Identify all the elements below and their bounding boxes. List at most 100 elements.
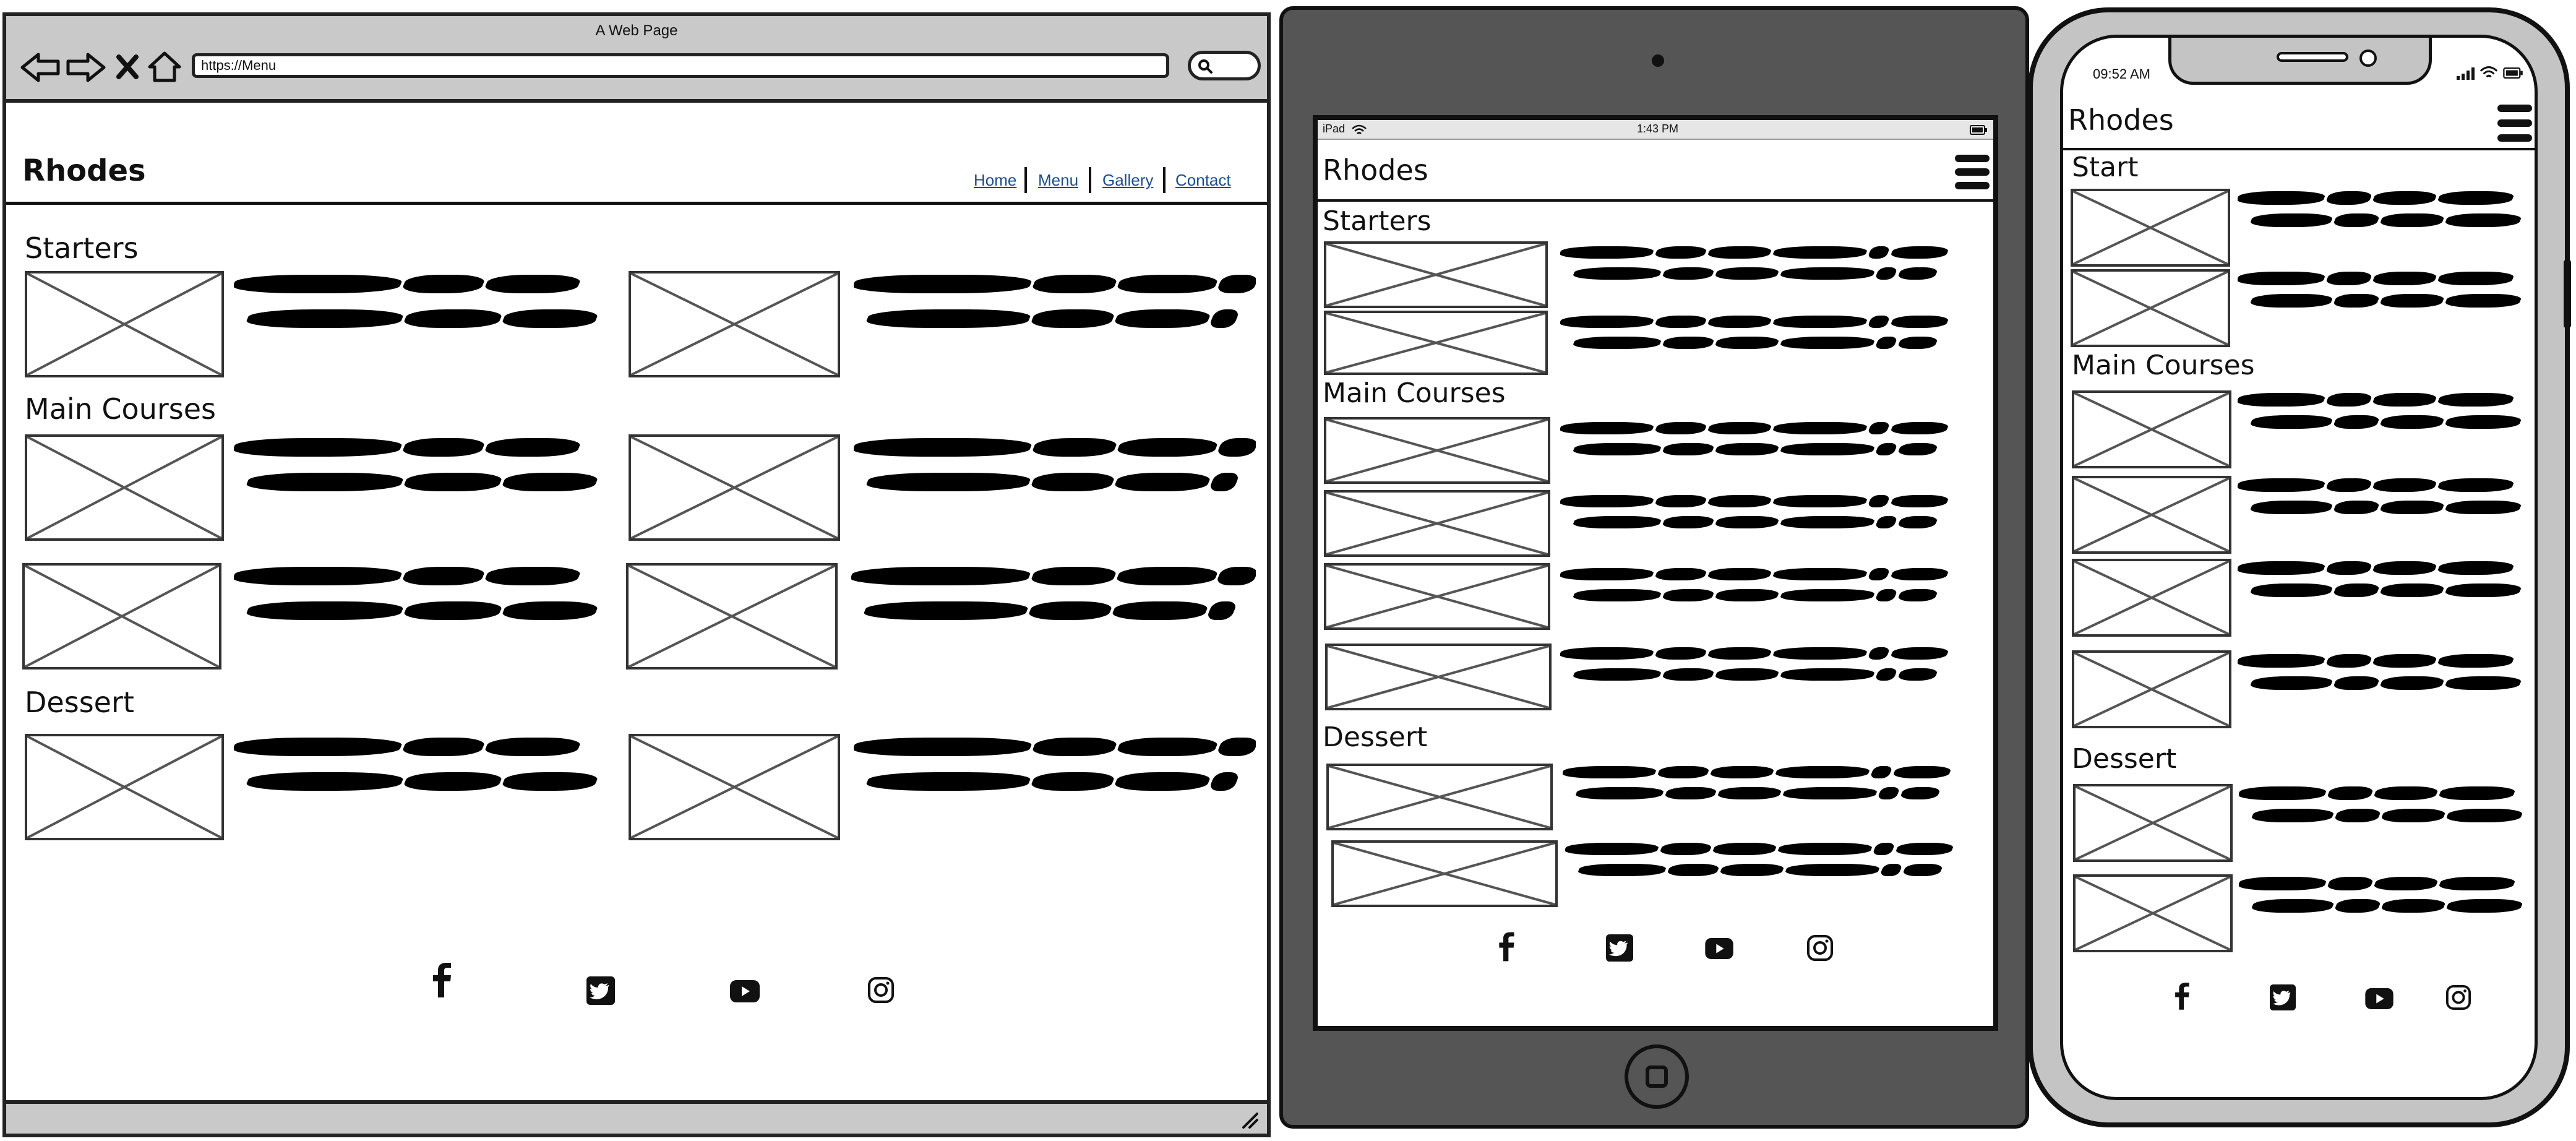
section-title-main-courses: Main Courses <box>25 392 216 426</box>
dish-description-scribble <box>2239 877 2535 916</box>
dish-description-scribble <box>1560 422 1988 462</box>
dish-image-placeholder <box>25 271 224 377</box>
dish-description-scribble <box>1560 246 1988 286</box>
wifi-icon <box>1352 124 1367 134</box>
search-icon <box>1198 59 1213 74</box>
dish-image-placeholder <box>1325 644 1552 710</box>
nav-separator <box>1089 167 1091 193</box>
instagram-icon[interactable] <box>1806 934 1834 962</box>
dish-description-scribble <box>2238 478 2535 518</box>
nav-separator <box>1163 167 1166 193</box>
dish-description-scribble <box>234 275 611 342</box>
battery-icon <box>1970 125 1987 135</box>
twitter-icon[interactable] <box>586 976 615 1005</box>
dish-image-placeholder <box>1324 241 1548 308</box>
phone-frame: 09:52 AM Rhodes Start Main Courses Desse… <box>2028 7 2571 1127</box>
instagram-icon[interactable] <box>2445 984 2471 1010</box>
tablet-frame: iPad 1:43 PM Rhodes Starters Main Course… <box>1279 6 2029 1129</box>
youtube-icon[interactable] <box>2365 988 2394 1009</box>
browser-window: A Web Page https://Menu Rhodes Home Menu… <box>2 12 1271 1137</box>
section-title-starters: Starters <box>1323 205 1432 237</box>
section-title-starters: Starters <box>25 231 139 265</box>
tablet-camera <box>1652 54 1664 67</box>
tablet-home-button[interactable] <box>1625 1044 1689 1109</box>
dish-description-scribble <box>234 567 611 634</box>
dish-image-placeholder <box>1331 840 1558 907</box>
section-title-dessert: Dessert <box>1323 721 1428 753</box>
tablet-status-time: 1:43 PM <box>1637 123 1679 135</box>
facebook-icon[interactable] <box>2173 982 2191 1010</box>
hamburger-menu-icon[interactable] <box>2497 103 2532 144</box>
section-title-main-courses: Main Courses <box>2072 350 2255 381</box>
url-field[interactable]: https://Menu <box>192 53 1169 78</box>
close-icon[interactable] <box>115 53 140 80</box>
dish-image-placeholder <box>1324 311 1548 375</box>
section-title-start: Start <box>2072 152 2139 183</box>
home-icon[interactable] <box>147 51 182 83</box>
nav-link-contact[interactable]: Contact <box>1175 171 1231 189</box>
tablet-status-bar: iPad 1:43 PM <box>1318 120 1993 140</box>
browser-statusbar <box>6 1100 1267 1134</box>
dish-description-scribble <box>851 567 1256 634</box>
youtube-icon[interactable] <box>730 980 760 1002</box>
section-title-main-courses: Main Courses <box>1323 377 1506 409</box>
facebook-icon[interactable] <box>431 963 453 997</box>
facebook-icon[interactable] <box>1497 932 1516 962</box>
dish-image-placeholder <box>25 734 224 840</box>
section-title-dessert: Dessert <box>2072 743 2177 775</box>
tablet-header-divider <box>1318 199 1993 202</box>
tablet-brand[interactable]: Rhodes <box>1323 153 1428 187</box>
nav-separator <box>1024 167 1027 193</box>
dish-description-scribble <box>854 438 1256 505</box>
site-brand[interactable]: Rhodes <box>22 153 146 188</box>
dish-image-placeholder <box>2072 390 2231 468</box>
dish-image-placeholder <box>626 563 838 670</box>
dish-description-scribble <box>1563 766 1988 806</box>
phone-side-button[interactable] <box>2564 260 2571 328</box>
phone-screen: 09:52 AM Rhodes Start Main Courses Desse… <box>2060 35 2538 1100</box>
dish-description-scribble <box>2238 393 2535 433</box>
dish-image-placeholder <box>1324 563 1550 630</box>
tablet-device-label: iPad <box>1323 123 1346 135</box>
dish-description-scribble <box>234 738 611 804</box>
dish-description-scribble <box>1560 495 1988 535</box>
dish-image-placeholder <box>22 563 221 670</box>
dish-image-placeholder <box>2071 269 2230 347</box>
dish-description-scribble <box>1560 316 1988 355</box>
dish-description-scribble <box>2238 191 2535 231</box>
back-icon[interactable] <box>20 52 61 83</box>
phone-notch <box>2168 38 2432 85</box>
dish-description-scribble <box>2238 272 2535 311</box>
nav-link-menu[interactable]: Menu <box>1038 171 1079 189</box>
phone-camera <box>2359 50 2377 67</box>
youtube-icon[interactable] <box>1705 938 1733 959</box>
dish-description-scribble <box>2239 786 2535 826</box>
hamburger-menu-icon[interactable] <box>1955 152 1990 194</box>
twitter-icon[interactable] <box>1606 934 1633 962</box>
dish-description-scribble <box>2238 561 2535 601</box>
dish-image-placeholder <box>1324 490 1550 557</box>
dish-image-placeholder <box>1324 417 1550 484</box>
instagram-icon[interactable] <box>867 976 895 1004</box>
header-divider <box>6 202 1267 205</box>
dish-description-scribble <box>854 738 1256 804</box>
section-title-dessert: Dessert <box>25 686 134 719</box>
dish-image-placeholder <box>2072 476 2231 554</box>
nav-link-gallery[interactable]: Gallery <box>1102 171 1154 189</box>
dish-image-placeholder <box>1326 764 1553 830</box>
nav-link-home[interactable]: Home <box>974 171 1017 189</box>
signal-icon <box>2457 67 2475 80</box>
battery-icon <box>2503 67 2523 79</box>
dish-description-scribble <box>1560 647 1988 687</box>
phone-speaker <box>2277 52 2348 62</box>
resize-handle-icon[interactable] <box>1240 1110 1260 1130</box>
forward-icon[interactable] <box>66 52 106 83</box>
twitter-icon[interactable] <box>2270 984 2296 1010</box>
dish-description-scribble <box>854 275 1256 342</box>
browser-search-field[interactable] <box>1188 51 1261 80</box>
dish-image-placeholder <box>629 434 840 541</box>
dish-description-scribble <box>234 438 611 505</box>
dish-description-scribble <box>2238 654 2535 694</box>
dish-image-placeholder <box>629 271 840 377</box>
phone-brand[interactable]: Rhodes <box>2068 103 2174 137</box>
